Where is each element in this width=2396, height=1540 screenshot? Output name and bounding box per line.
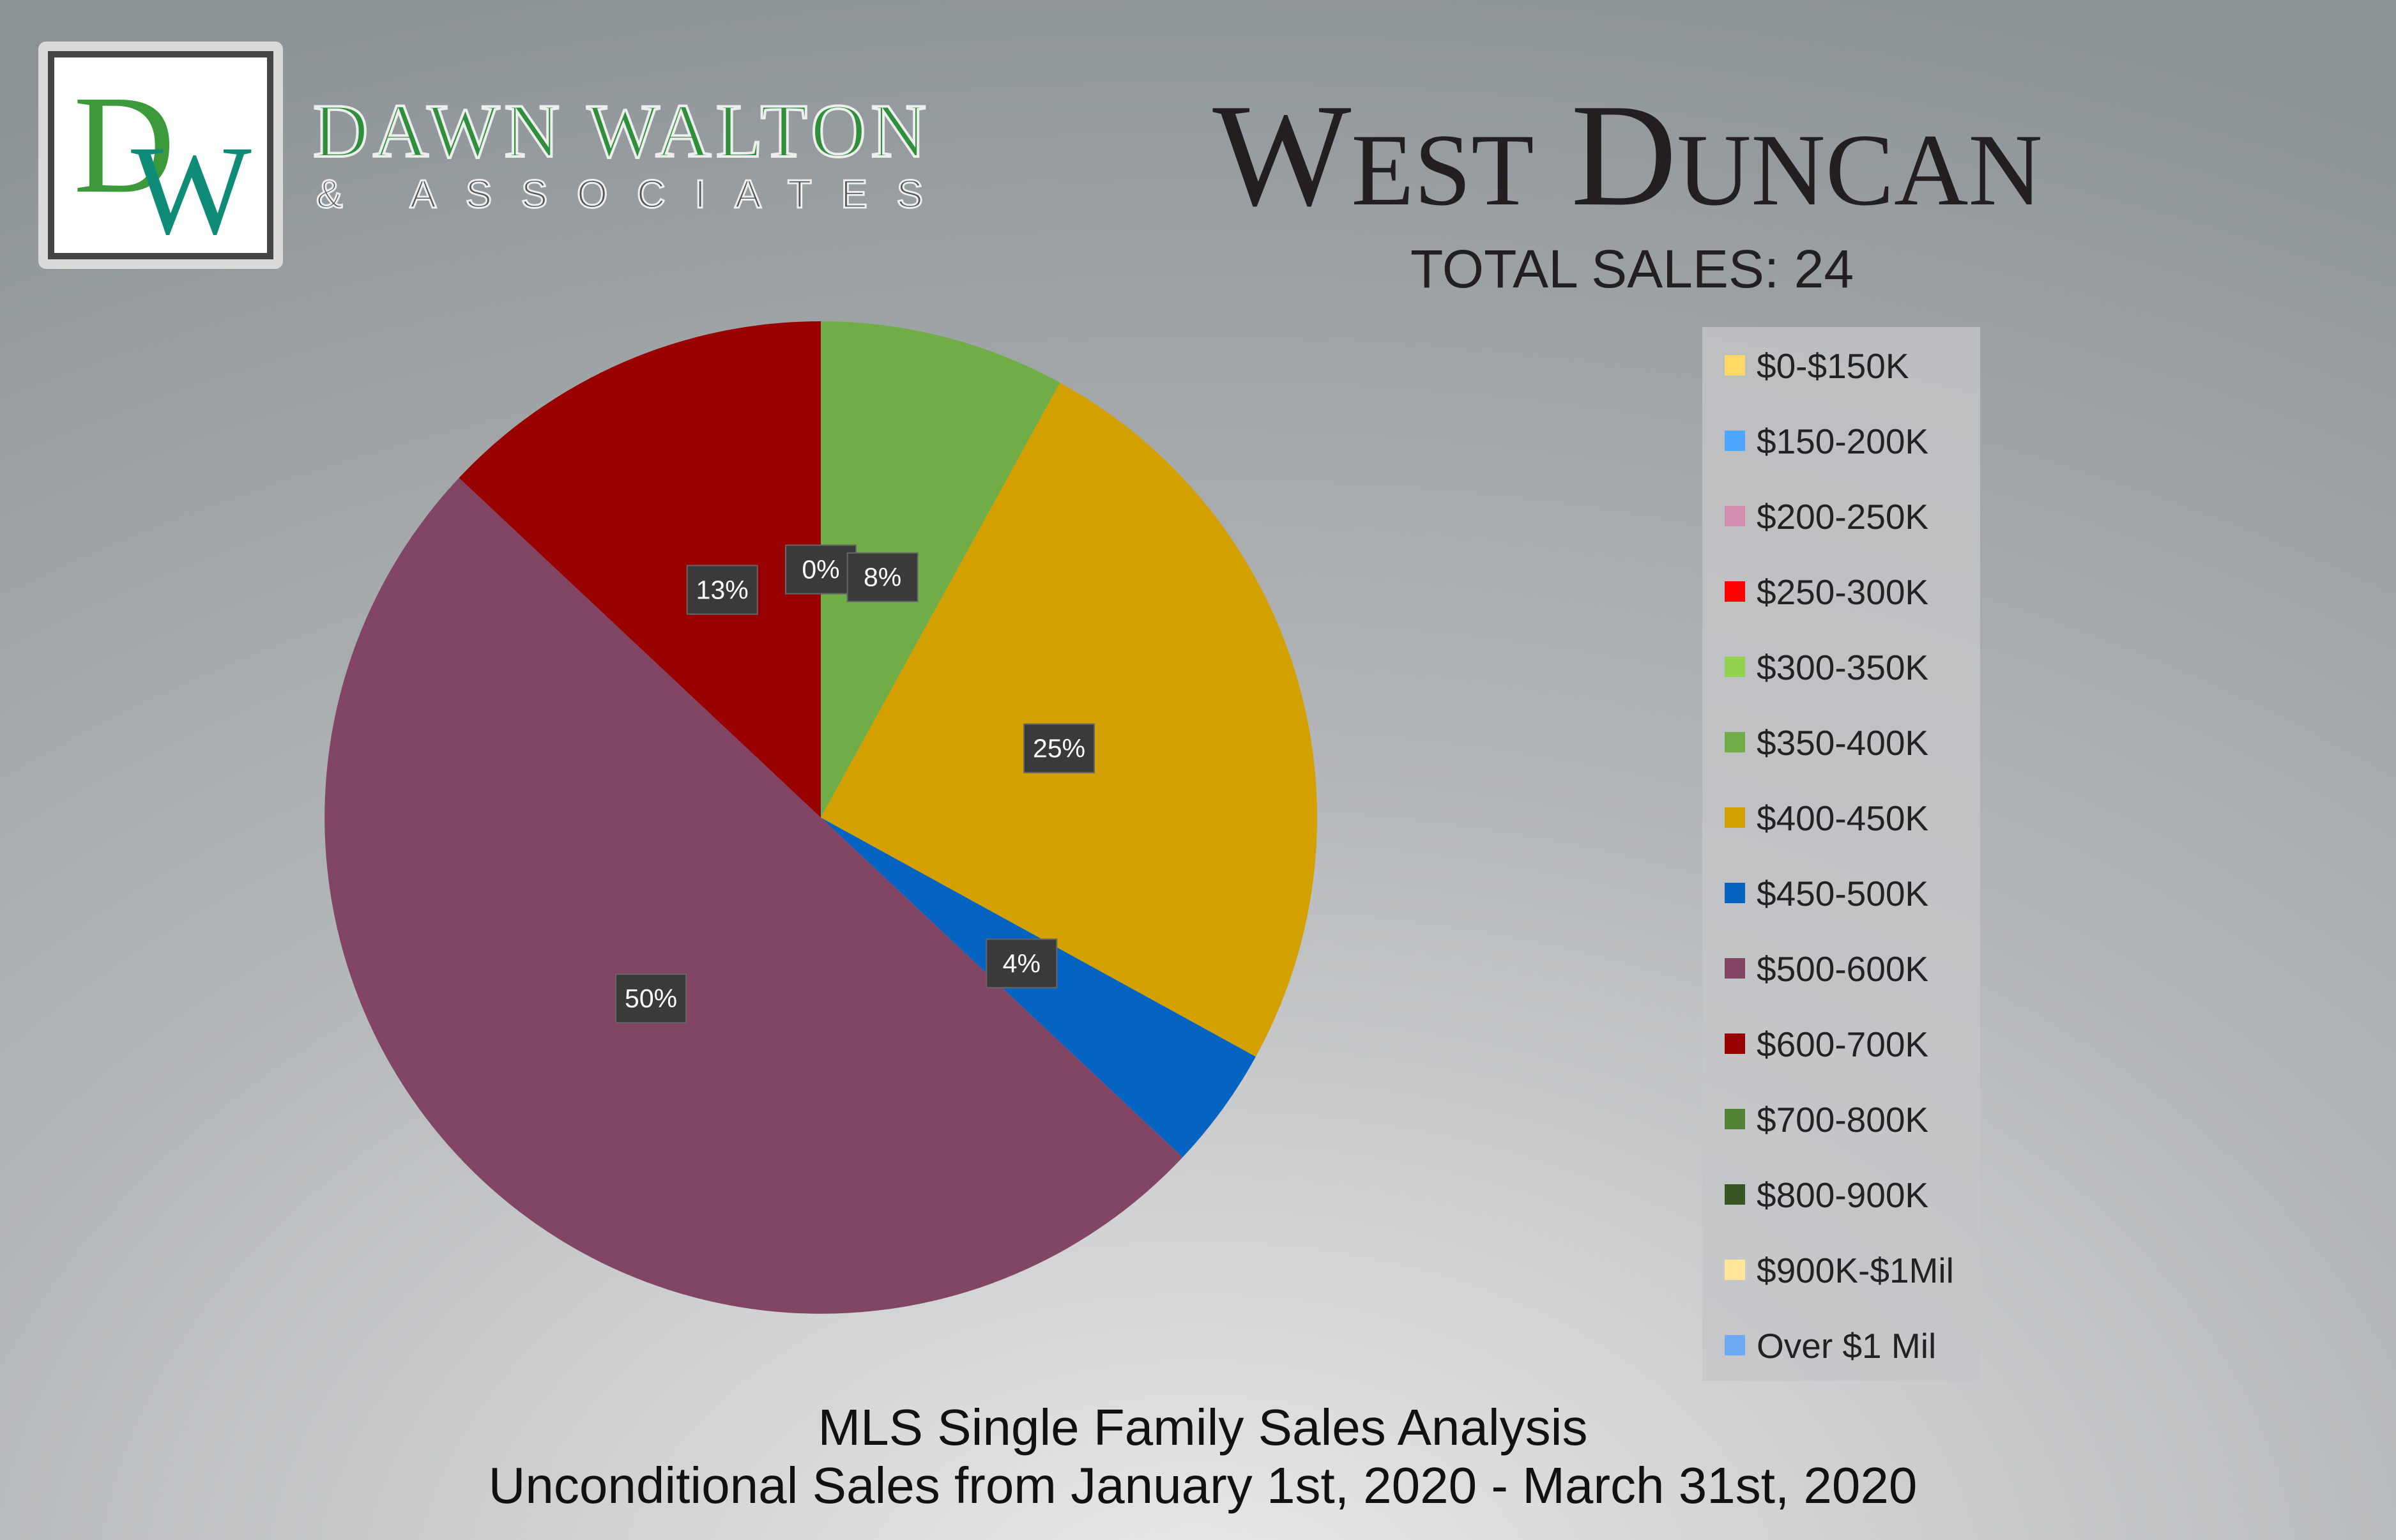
data-label: 13% xyxy=(696,575,749,604)
legend-swatch xyxy=(1725,581,1745,602)
data-label: 50% xyxy=(625,984,677,1013)
pie-slice xyxy=(821,321,1060,818)
data-label: 25% xyxy=(1033,734,1085,763)
legend-label: $700-800K xyxy=(1757,1100,1928,1140)
legend-label: $300-350K xyxy=(1757,648,1928,687)
legend-label: $450-500K xyxy=(1757,874,1928,913)
legend-swatch xyxy=(1725,883,1745,903)
logo-mark-d: D xyxy=(73,66,175,222)
chart-title: West Duncan xyxy=(1212,73,2042,236)
caption: Unconditional Sales from January 1st, 20… xyxy=(489,1457,1918,1514)
legend-swatch xyxy=(1725,958,1745,979)
legend-label: $600-700K xyxy=(1757,1025,1928,1064)
legend-swatch xyxy=(1725,732,1745,752)
data-label: 4% xyxy=(1003,949,1041,978)
data-label-box xyxy=(846,552,919,602)
data-label: 0% xyxy=(802,555,839,584)
legend-label: Over $1 Mil xyxy=(1757,1326,1936,1366)
legend-swatch xyxy=(1725,1335,1745,1355)
data-label-box xyxy=(785,544,857,595)
legend-swatch xyxy=(1725,807,1745,828)
logo-mark-w: W xyxy=(131,120,252,261)
legend-label: $0-$150K xyxy=(1757,346,1909,386)
data-label-box xyxy=(1023,723,1095,774)
data-label-box xyxy=(986,938,1058,989)
legend-swatch xyxy=(1725,506,1745,526)
legend-label: $400-450K xyxy=(1757,798,1928,838)
data-label: 8% xyxy=(864,563,901,592)
legend-label: $150-200K xyxy=(1757,422,1928,461)
legend-swatch xyxy=(1725,1260,1745,1280)
pie-slice xyxy=(821,383,1317,1057)
legend-label: $800-900K xyxy=(1757,1175,1928,1215)
legend-label: $500-600K xyxy=(1757,949,1928,989)
legend-swatch xyxy=(1725,657,1745,677)
legend-box xyxy=(1702,327,1980,1381)
data-label-box xyxy=(686,565,758,615)
legend-swatch xyxy=(1725,1184,1745,1205)
legend-label: $250-300K xyxy=(1757,572,1928,612)
caption: MLS Single Family Sales Analysis xyxy=(818,1399,1588,1456)
legend-label: $200-250K xyxy=(1757,497,1928,537)
data-label-box xyxy=(615,973,687,1024)
pie-slice xyxy=(459,321,821,818)
legend-label: $900K-$1Mil xyxy=(1757,1251,1954,1290)
legend-swatch xyxy=(1725,355,1745,376)
logo-box xyxy=(48,51,273,259)
legend-swatch xyxy=(1725,1033,1745,1054)
logo-name: DAWN WALTON xyxy=(313,88,926,173)
legend-label: $350-400K xyxy=(1757,723,1928,763)
chart-subtitle: TOTAL SALES: 24 xyxy=(1410,239,1854,299)
legend-swatch xyxy=(1725,431,1745,451)
legend-swatch xyxy=(1725,1109,1745,1129)
pie-slice xyxy=(324,478,1183,1314)
